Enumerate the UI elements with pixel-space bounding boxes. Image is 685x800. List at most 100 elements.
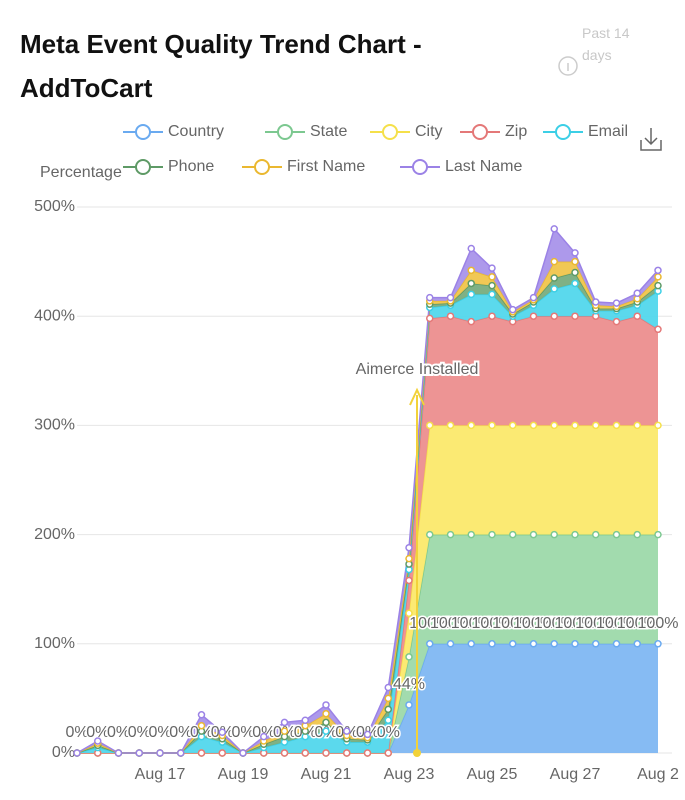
data-point [135, 749, 143, 757]
data-point [114, 749, 123, 757]
data-point [550, 274, 558, 282]
data-point [571, 249, 579, 257]
data-label: 0% [231, 724, 254, 741]
data-point [633, 312, 641, 320]
legend-label: State [310, 123, 347, 140]
data-point [612, 421, 621, 430]
data-point [322, 709, 330, 718]
data-point [633, 530, 641, 539]
data-point [529, 530, 538, 539]
data-label: 0% [128, 724, 151, 741]
data-point [446, 421, 455, 430]
x-tick-label: Aug 21 [301, 766, 352, 783]
data-point [384, 694, 392, 703]
data-point [405, 554, 413, 563]
y-tick-label: 500% [34, 198, 75, 215]
data-point [467, 530, 475, 539]
data-label: 100% [472, 615, 513, 632]
data-point [509, 421, 517, 430]
data-label: 100% [617, 615, 658, 632]
x-tick-label: Aug 25 [467, 766, 518, 783]
data-point [529, 421, 538, 430]
data-point [405, 653, 413, 661]
chart-title: Meta Event Quality Trend Chart - AddToCa… [20, 29, 422, 103]
legend-label: Phone [168, 158, 214, 175]
legend-item[interactable]: First Name [242, 158, 365, 175]
data-point [156, 749, 164, 757]
data-label: 0% [86, 724, 109, 741]
legend-item[interactable]: Last Name [400, 158, 522, 175]
legend-marker [277, 124, 293, 140]
data-point [322, 749, 330, 757]
data-point [322, 701, 330, 709]
data-point [446, 530, 455, 539]
data-point [301, 749, 309, 757]
data-label: 100% [513, 615, 554, 632]
data-point [405, 701, 413, 709]
data-label: 44% [393, 676, 425, 693]
data-label: 0% [252, 724, 275, 741]
data-label: 0% [377, 724, 400, 741]
data-point [550, 285, 558, 293]
data-point [654, 530, 662, 539]
data-point [426, 421, 434, 430]
data-point [509, 530, 517, 539]
legend-item[interactable]: Zip [460, 123, 527, 140]
data-point [426, 293, 434, 302]
data-point [488, 421, 496, 430]
data-point [197, 749, 206, 757]
data-point [343, 749, 351, 757]
data-point [509, 640, 517, 648]
data-point [550, 530, 558, 539]
data-point [446, 312, 455, 320]
data-point [488, 281, 496, 290]
data-point [197, 721, 206, 730]
data-point [260, 732, 268, 741]
data-label: 0% [65, 724, 88, 741]
data-label: 100% [451, 615, 492, 632]
data-point [405, 576, 413, 585]
data-point [426, 530, 434, 539]
y-tick-label: 100% [34, 635, 75, 652]
data-point [467, 244, 475, 253]
legend-label: Zip [505, 123, 527, 140]
data-point [550, 421, 558, 430]
range-label[interactable]: Past 14 days [582, 25, 630, 63]
data-point [384, 716, 392, 724]
data-point [467, 640, 475, 648]
data-label: 100% [596, 615, 637, 632]
legend-item[interactable]: State [265, 123, 347, 140]
legend-item[interactable]: City [370, 123, 443, 140]
data-point [384, 683, 392, 692]
data-point [384, 705, 392, 714]
data-label: 100% [430, 615, 471, 632]
info-icon[interactable] [558, 56, 578, 76]
data-label: 100% [575, 615, 616, 632]
data-point [363, 730, 372, 739]
annotation-arrowhead [409, 387, 425, 406]
x-tick-label: Aug 19 [218, 766, 269, 783]
data-point [343, 727, 351, 735]
data-point [654, 421, 662, 430]
data-label: 100% [534, 615, 575, 632]
data-point [612, 640, 621, 648]
x-tick-label: Aug 2 [637, 766, 679, 783]
data-point [218, 749, 226, 757]
data-point [571, 530, 579, 539]
data-label: 0% [148, 724, 171, 741]
data-point [529, 312, 538, 320]
data-point [633, 640, 641, 648]
data-point [592, 421, 600, 430]
data-point [446, 640, 455, 648]
download-arrow [644, 128, 658, 146]
legend-item[interactable]: Phone [123, 158, 214, 175]
data-point [612, 317, 621, 326]
data-point [177, 749, 185, 757]
y-axis-label: Percentage [40, 164, 122, 181]
legend-item[interactable]: Email [543, 123, 628, 140]
data-point [467, 266, 475, 275]
data-point [654, 266, 662, 275]
legend-item[interactable]: Country [123, 123, 224, 140]
data-label: 100% [555, 615, 596, 632]
download-icon[interactable] [640, 128, 662, 151]
